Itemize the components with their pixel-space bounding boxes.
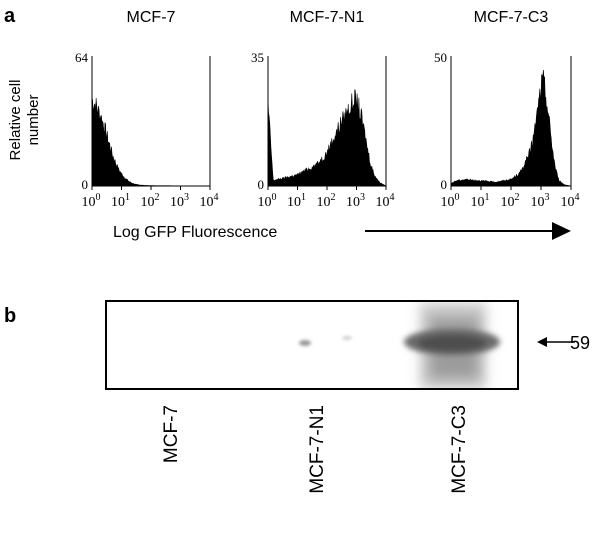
histogram-area-mcf-7 — [91, 98, 210, 187]
x-tick-label-mcf-7-3: 103 — [170, 192, 189, 210]
marker-label: 59 — [570, 333, 590, 353]
panel-b-letter: b — [4, 305, 16, 327]
x-tick-label-mcf-7-c3-3: 103 — [531, 192, 550, 210]
blot-band-n1-spot — [299, 340, 311, 346]
x-axis-label: Log GFP Fluorescence — [113, 224, 277, 241]
y-axis-label-line2: number — [25, 95, 42, 146]
panel-a-letter: a — [4, 5, 16, 27]
y-axis-label-line1: Relative cell — [7, 80, 24, 161]
chart-title-mcf-7-c3: MCF-7-C3 — [474, 9, 549, 26]
x-tick-label-mcf-7-n1-3: 103 — [346, 192, 365, 210]
lane-label-mcf-7: MCF-7 — [161, 405, 182, 463]
blot-band-c3-core — [418, 335, 486, 351]
x-tick-label-mcf-7-1: 101 — [111, 192, 130, 210]
y-tick-label-top-mcf-7: 64 — [75, 50, 89, 65]
x-tick-label-mcf-7-n1-0: 100 — [258, 192, 277, 210]
x-tick-label-mcf-7-n1-1: 101 — [287, 192, 306, 210]
chart-title-mcf-7-n1: MCF-7-N1 — [290, 9, 365, 26]
x-tick-label-mcf-7-0: 100 — [82, 192, 101, 210]
y-tick-label-top-mcf-7-n1: 35 — [251, 50, 264, 65]
lane-label-mcf-7-c3: MCF-7-C3 — [449, 405, 470, 494]
x-tick-label-mcf-7-c3-4: 104 — [561, 192, 580, 210]
x-tick-label-mcf-7-n1-4: 104 — [376, 192, 395, 210]
x-tick-label-mcf-7-c3-2: 102 — [501, 192, 520, 210]
marker-arrow-head — [537, 337, 547, 347]
histogram-area-mcf-7-c3 — [450, 69, 572, 187]
western-blot — [105, 300, 519, 390]
y-tick-label-zero-mcf-7: 0 — [82, 177, 89, 192]
x-tick-label-mcf-7-c3-1: 101 — [471, 192, 490, 210]
y-tick-label-zero-mcf-7-c3: 0 — [441, 177, 448, 192]
blot-band-n1-faint-spot — [342, 336, 352, 340]
x-tick-label-mcf-7-c3-0: 100 — [441, 192, 460, 210]
y-tick-label-zero-mcf-7-n1: 0 — [258, 177, 265, 192]
x-tick-label-mcf-7-4: 104 — [200, 192, 219, 210]
lane-label-mcf-7-n1: MCF-7-N1 — [307, 405, 328, 494]
blot-frame — [105, 300, 519, 390]
histogram-area-mcf-7-n1 — [267, 89, 388, 187]
x-tick-label-mcf-7-2: 102 — [141, 192, 160, 210]
x-tick-label-mcf-7-n1-2: 102 — [317, 192, 336, 210]
y-axis-label: Relative cell number — [7, 80, 42, 161]
chart-title-mcf-7: MCF-7 — [127, 9, 176, 26]
y-tick-label-top-mcf-7-c3: 50 — [434, 50, 447, 65]
x-axis-arrow-head — [552, 222, 571, 240]
